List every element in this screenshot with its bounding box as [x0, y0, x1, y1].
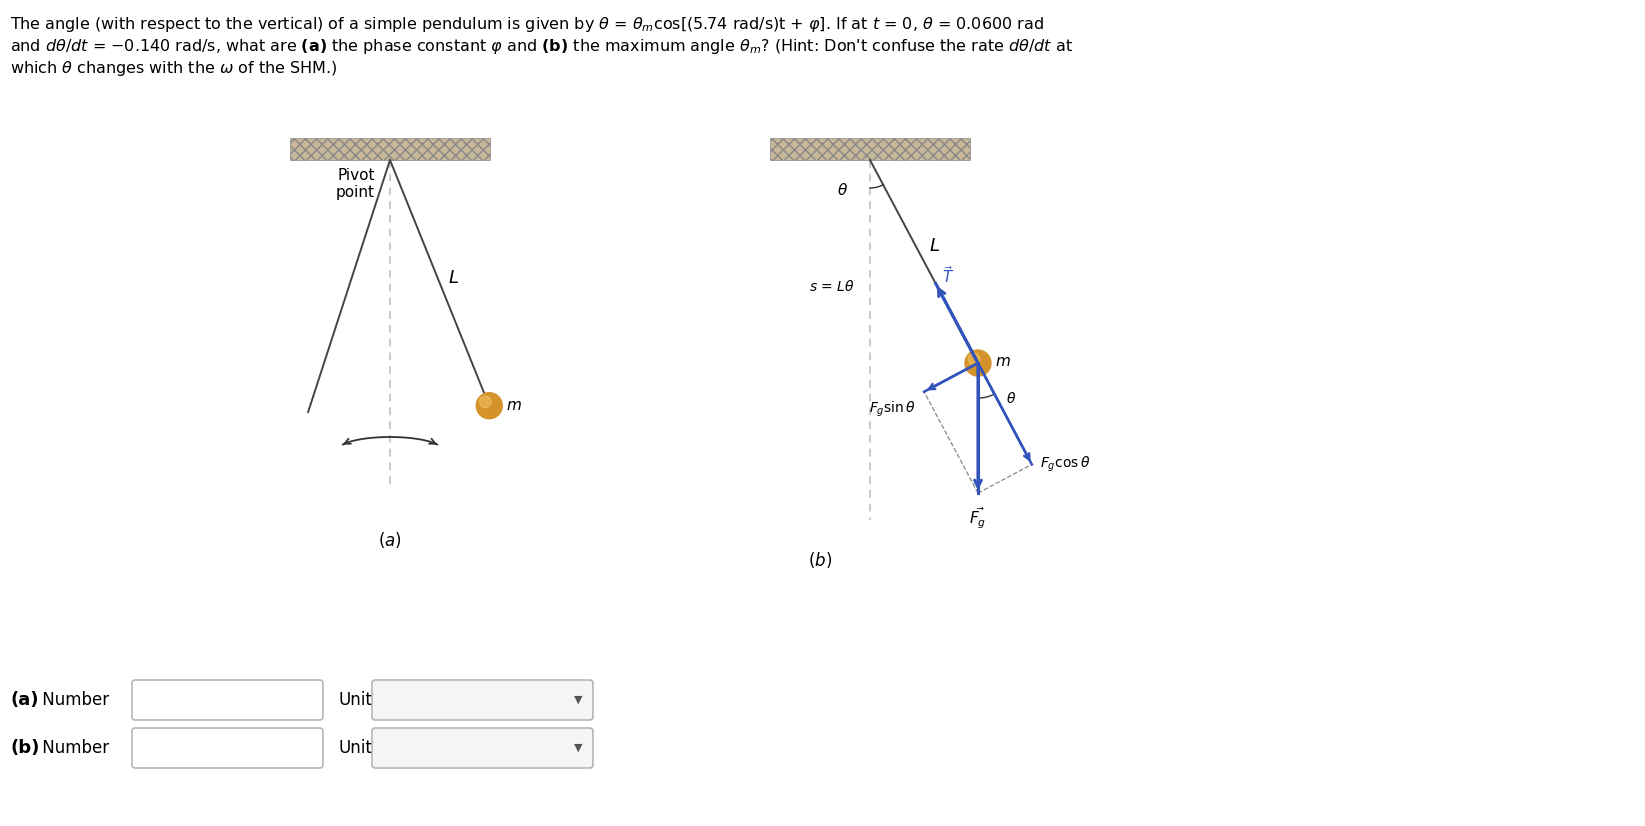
- FancyBboxPatch shape: [372, 680, 592, 720]
- Circle shape: [969, 354, 980, 365]
- Text: Unit: Unit: [337, 739, 372, 757]
- Text: $\vec{F_g}$: $\vec{F_g}$: [969, 505, 987, 530]
- Bar: [770, 138, 971, 160]
- Text: ▼: ▼: [574, 695, 582, 705]
- Text: $s$ = $L\theta$: $s$ = $L\theta$: [809, 279, 855, 294]
- FancyBboxPatch shape: [372, 728, 592, 768]
- Text: which $\theta$ changes with the $\omega$ of the SHM.): which $\theta$ changes with the $\omega$…: [10, 59, 337, 78]
- Text: Number: Number: [36, 691, 109, 709]
- Text: Pivot
point: Pivot point: [336, 168, 375, 201]
- Text: and $d\theta/dt$ = $-$0.140 rad/s, what are $\mathbf{(a)}$ the phase constant $\: and $d\theta/dt$ = $-$0.140 rad/s, what …: [10, 37, 1073, 56]
- Text: $\vec{T}$: $\vec{T}$: [941, 264, 954, 286]
- Circle shape: [479, 396, 492, 407]
- Text: $m$: $m$: [507, 398, 521, 413]
- Text: $\theta$: $\theta$: [837, 182, 849, 198]
- Text: $F_g\cos\theta$: $F_g\cos\theta$: [1040, 455, 1091, 474]
- FancyBboxPatch shape: [132, 728, 322, 768]
- Text: $F_g\sin\theta$: $F_g\sin\theta$: [869, 400, 916, 419]
- Text: Number: Number: [36, 739, 109, 757]
- Text: ▼: ▼: [574, 743, 582, 753]
- Bar: [290, 138, 490, 160]
- Text: $(b)$: $(b)$: [808, 550, 832, 570]
- Text: Unit: Unit: [337, 691, 372, 709]
- FancyBboxPatch shape: [132, 680, 322, 720]
- Text: $(a)$: $(a)$: [378, 530, 401, 550]
- Circle shape: [477, 392, 502, 419]
- Text: The angle (with respect to the vertical) of a simple pendulum is given by $\thet: The angle (with respect to the vertical)…: [10, 15, 1045, 34]
- Circle shape: [966, 350, 990, 376]
- Text: (a): (a): [10, 691, 38, 709]
- Text: $L$: $L$: [447, 268, 459, 287]
- Text: $m$: $m$: [995, 354, 1010, 368]
- Text: (b): (b): [10, 739, 39, 757]
- Text: $\theta$: $\theta$: [1007, 391, 1017, 406]
- Text: $L$: $L$: [928, 237, 939, 255]
